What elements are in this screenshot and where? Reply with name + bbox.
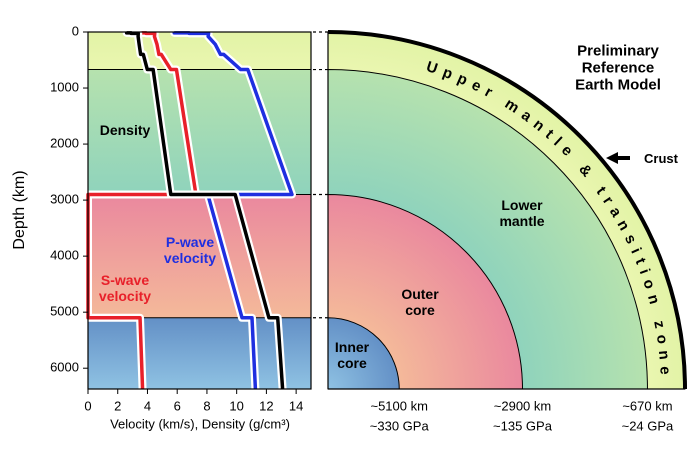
x-tick-label: 2 — [114, 398, 121, 413]
plot-frame — [87, 31, 312, 390]
x-tick-label: 6 — [174, 398, 181, 413]
boundary-depth-label: ~2900 km — [494, 398, 551, 413]
x-tick-label: 8 — [203, 398, 210, 413]
layer-label: Outer core — [401, 286, 439, 318]
x-tick-label: 4 — [144, 398, 151, 413]
layer-band — [88, 194, 311, 318]
y-tick-label: 1000 — [50, 79, 79, 94]
y-tick-label: 4000 — [50, 248, 79, 263]
boundary-depth-label: ~670 km — [622, 398, 672, 413]
y-tick-label: 0 — [72, 23, 79, 38]
x-tick-label: 12 — [259, 398, 273, 413]
y-axis-label: Depth (km) — [11, 170, 28, 249]
series-line — [124, 31, 285, 390]
layer-band — [88, 32, 311, 70]
layer-sector — [327, 317, 400, 390]
title: Preliminary Reference Earth Model — [575, 42, 661, 94]
y-tick-label: 3000 — [50, 192, 79, 207]
series-label: Density — [99, 122, 151, 138]
boundary-pressure-label: ~135 GPa — [493, 418, 553, 433]
boundary-depth-label: ~5100 km — [370, 398, 427, 413]
x-axis-label: Velocity (km/s), Density (g/cm³) — [110, 416, 290, 431]
crust-arrow — [606, 152, 630, 164]
boundary-pressure-label: ~330 GPa — [370, 418, 430, 433]
layer-label: Inner core — [334, 339, 370, 371]
y-tick-label: 2000 — [50, 136, 79, 151]
boundary-pressure-label: ~24 GPa — [622, 418, 674, 433]
y-tick-label: 5000 — [50, 304, 79, 319]
crust-arc — [327, 30, 687, 390]
layer-band — [88, 317, 311, 389]
series-label: P-wave velocity — [163, 234, 217, 266]
layer-label: Lower mantle — [499, 197, 545, 229]
y-tick-label: 6000 — [50, 360, 79, 375]
series-label: S-wave velocity — [98, 272, 152, 304]
x-tick-label: 0 — [84, 398, 91, 413]
crust-label: Crust — [644, 151, 678, 166]
series-line — [172, 31, 294, 390]
x-tick-label: 10 — [229, 398, 243, 413]
x-tick-label: 14 — [289, 398, 303, 413]
